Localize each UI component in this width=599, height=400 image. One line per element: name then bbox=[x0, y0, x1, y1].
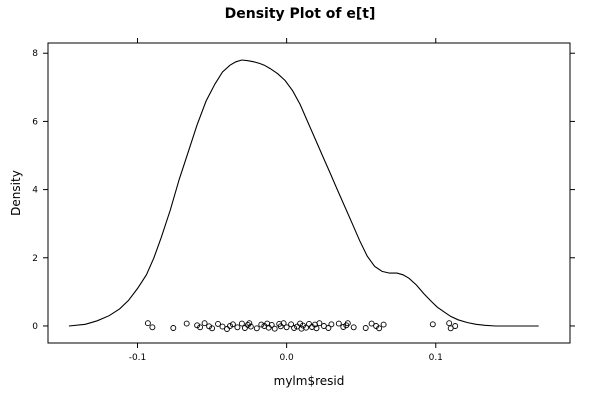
rug-point bbox=[229, 321, 236, 328]
rug-point bbox=[194, 322, 201, 329]
y-tick-label: 6 bbox=[32, 117, 38, 127]
rug-point bbox=[241, 325, 248, 331]
y-tick-label: 2 bbox=[32, 254, 38, 264]
rug-point bbox=[328, 321, 335, 328]
x-tick-label: 0.0 bbox=[279, 353, 294, 363]
rug-point bbox=[340, 324, 347, 330]
rug-point bbox=[197, 324, 204, 331]
rug-point bbox=[215, 320, 221, 327]
y-tick-label: 8 bbox=[32, 49, 38, 59]
y-axis-label: Density bbox=[9, 170, 23, 216]
rug-point bbox=[209, 325, 216, 332]
rug-point bbox=[183, 320, 190, 327]
rug-point bbox=[452, 323, 459, 329]
rug-point bbox=[277, 323, 284, 330]
rug-point bbox=[258, 321, 265, 328]
y-tick-label: 4 bbox=[32, 186, 38, 196]
rug-point bbox=[206, 323, 213, 330]
rug-point bbox=[170, 325, 177, 331]
rug-point bbox=[344, 320, 351, 327]
rug-point bbox=[291, 325, 298, 331]
rug-point bbox=[380, 321, 387, 328]
rug-point bbox=[306, 320, 312, 327]
y-tick-label: 0 bbox=[32, 322, 38, 332]
rug-point bbox=[350, 324, 357, 331]
rug-point bbox=[335, 320, 342, 327]
rug-point bbox=[316, 320, 323, 327]
x-axis-label: mylm$resid bbox=[274, 374, 345, 388]
rug-point bbox=[247, 323, 254, 330]
rug-point bbox=[271, 325, 278, 332]
x-tick-label: 0.1 bbox=[429, 353, 443, 363]
rug-point bbox=[280, 320, 287, 327]
rug-group bbox=[144, 320, 459, 332]
series-group bbox=[68, 59, 539, 327]
rug-point bbox=[201, 320, 208, 327]
rug-point bbox=[303, 324, 309, 331]
density-line bbox=[68, 59, 539, 327]
plot-frame bbox=[47, 42, 571, 344]
rug-point bbox=[325, 325, 332, 331]
rug-point bbox=[234, 324, 241, 331]
rug-point bbox=[268, 321, 275, 328]
chart-title: Density Plot of e[t] bbox=[225, 6, 376, 22]
rug-point bbox=[283, 324, 290, 331]
rug-point bbox=[227, 323, 233, 329]
rug-point bbox=[446, 320, 453, 327]
rug-point bbox=[244, 321, 251, 328]
axis-ticks: -0.1 0.0 0.1 0 2 4 6 8 bbox=[32, 38, 575, 363]
rug-point bbox=[362, 325, 369, 331]
rug-point bbox=[224, 326, 230, 332]
rug-point bbox=[313, 325, 320, 332]
rug-point bbox=[144, 320, 151, 327]
rug-point bbox=[219, 323, 226, 330]
rug-point bbox=[429, 321, 436, 328]
rug-point bbox=[253, 325, 260, 332]
rug-point bbox=[238, 320, 245, 327]
rug-point bbox=[288, 321, 295, 328]
rug-point bbox=[149, 324, 156, 331]
x-tick-label: -0.1 bbox=[129, 353, 147, 363]
rug-point bbox=[447, 325, 454, 332]
rug-point bbox=[368, 320, 375, 327]
rug-point bbox=[376, 325, 383, 332]
rug-point bbox=[246, 320, 253, 327]
